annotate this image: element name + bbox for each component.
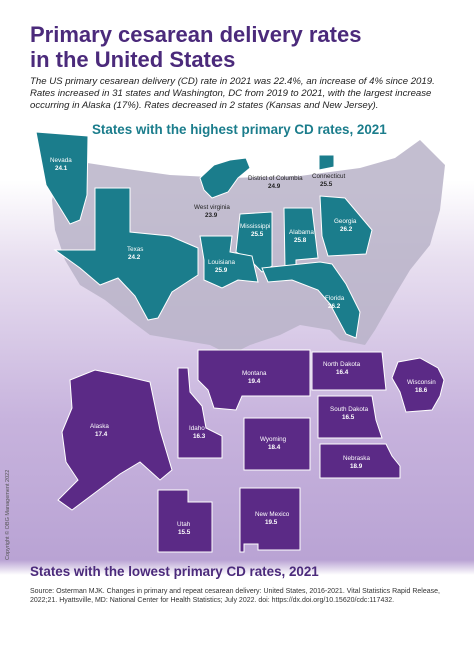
state-rate-florida: 26.2 <box>328 303 341 310</box>
state-shape-north-dakota <box>311 351 387 391</box>
state-name-new-mexico: New Mexico <box>255 511 290 518</box>
title-line-2: in the United States <box>30 47 236 72</box>
state-shape-louisiana <box>199 235 259 289</box>
state-rate-nebraska: 18.9 <box>350 463 363 470</box>
state-rate-louisiana: 25.9 <box>215 267 228 274</box>
state-rate-alabama: 25.8 <box>294 237 307 244</box>
state-name-louisiana: Louisiana <box>208 259 235 266</box>
state-name-connecticut: Connecticut <box>312 173 346 180</box>
state-shape-wisconsin <box>391 357 445 413</box>
state-name-north-dakota: North Dakota <box>323 361 361 368</box>
state-shape-nevada <box>35 131 89 225</box>
state-rate-wyoming: 18.4 <box>268 444 281 451</box>
lowest-states: Alaska 17.4 Idaho 16.3 Montana 19.4 Nort… <box>57 349 445 553</box>
state-name-idaho: Idaho <box>189 425 205 432</box>
state-name-west-virginia: West virginia <box>194 204 230 211</box>
state-name-georgia: Georgia <box>334 218 357 225</box>
state-shape-west-virginia <box>199 157 251 199</box>
state-rate-dc: 24.9 <box>268 183 281 190</box>
state-rate-nevada: 24.1 <box>55 165 68 172</box>
state-name-dc: District of Columbia <box>248 175 303 182</box>
state-name-utah: Utah <box>177 521 191 528</box>
title-line-1: Primary cesarean delivery rates <box>30 22 362 47</box>
state-rate-montana: 19.4 <box>248 378 261 385</box>
state-shape-montana <box>197 349 311 411</box>
state-rate-texas: 24.2 <box>128 254 141 261</box>
state-shape-wyoming <box>243 417 311 471</box>
state-name-nevada: Nevada <box>50 157 72 164</box>
state-shape-georgia <box>319 195 373 257</box>
copyright-note: Copyright © OBG Management 2022 <box>5 469 11 560</box>
state-shape-alaska <box>57 369 173 511</box>
state-rate-new-mexico: 19.5 <box>265 519 278 526</box>
state-name-alabama: Alabama <box>289 229 314 236</box>
highest-states: Nevada 24.1 West virginia 23.9 District … <box>35 131 373 339</box>
state-rate-connecticut: 25.5 <box>320 181 333 188</box>
state-shape-connecticut <box>318 154 335 171</box>
state-rate-south-dakota: 16.5 <box>342 414 355 421</box>
state-shape-nebraska <box>319 443 401 479</box>
section-heading-highest: States with the highest primary CD rates… <box>92 122 387 137</box>
state-name-wisconsin: Wisconsin <box>407 379 436 386</box>
state-rate-wisconsin: 18.6 <box>415 387 428 394</box>
state-shape-idaho <box>177 367 223 459</box>
state-rate-alaska: 17.4 <box>95 431 108 438</box>
state-rate-utah: 15.5 <box>178 529 191 536</box>
state-name-alaska: Alaska <box>90 423 109 430</box>
section-heading-lowest: States with the lowest primary CD rates,… <box>30 564 319 579</box>
state-name-montana: Montana <box>242 370 267 377</box>
source-citation: Source: Osterman MJK. Changes in primary… <box>30 588 440 604</box>
state-name-south-dakota: South Dakota <box>330 406 369 413</box>
state-name-nebraska: Nebraska <box>343 455 370 462</box>
state-rate-georgia: 26.2 <box>340 226 353 233</box>
state-name-texas: Texas <box>127 246 143 253</box>
state-rate-west-virginia: 23.9 <box>205 212 218 219</box>
state-shape-utah <box>157 489 213 553</box>
state-shape-new-mexico <box>239 487 301 553</box>
state-rate-mississippi: 25.5 <box>251 231 264 238</box>
state-rate-idaho: 16.3 <box>193 433 206 440</box>
state-name-wyoming: Wyoming <box>260 436 287 443</box>
state-rate-north-dakota: 16.4 <box>336 369 349 376</box>
state-shape-texas <box>53 187 199 321</box>
intro-text: The US primary cesarean delivery (CD) ra… <box>30 76 435 112</box>
state-name-florida: Florida <box>325 295 345 302</box>
state-shape-south-dakota <box>317 395 383 439</box>
state-shape-florida <box>261 261 361 339</box>
state-name-mississippi: Mississippi <box>240 223 270 230</box>
page-title: Primary cesarean delivery rates in the U… <box>30 22 450 72</box>
